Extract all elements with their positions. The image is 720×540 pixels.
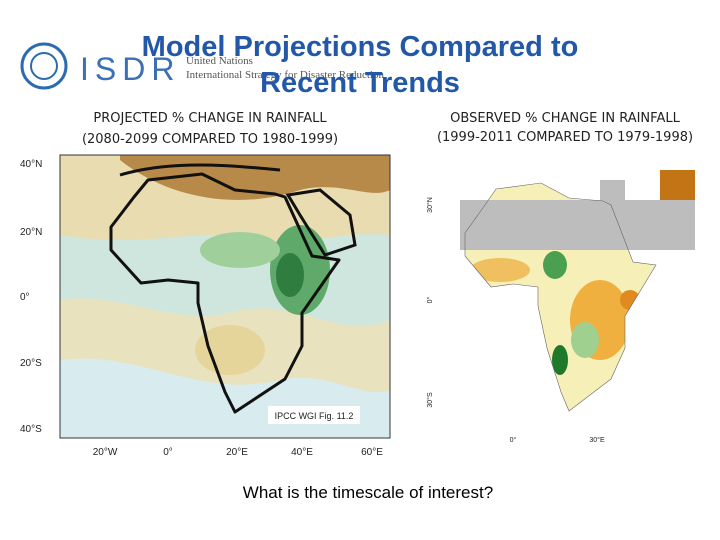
credit-box xyxy=(268,406,360,424)
lon-label: 40°E xyxy=(291,447,313,458)
lat-label: 20°N xyxy=(20,227,42,238)
caption: (1999-2011 COMPARED TO 1979-1998) xyxy=(437,130,693,145)
lon-label: 20°W xyxy=(93,447,118,458)
africa-outline xyxy=(109,172,341,414)
lon-label: 30°E xyxy=(589,436,605,444)
slide-title: Model Projections Compared to xyxy=(142,31,579,63)
slide-title: Recent Trends xyxy=(260,67,460,99)
credit: IPCC WGI Fig. 11.2 xyxy=(275,411,354,421)
logo-org: United Nations xyxy=(186,55,253,67)
right-axis-labels: 30°N 0° 30°S 0° 30°E xyxy=(426,197,605,444)
lat-label: 40°S xyxy=(20,424,42,435)
lon-label: 20°E xyxy=(226,447,248,458)
lat-label: 30°S xyxy=(426,392,434,408)
caption: OBSERVED % CHANGE IN RAINFALL xyxy=(450,111,680,126)
map-frame xyxy=(59,154,391,439)
un-emblem xyxy=(20,42,68,90)
lon-label: 0° xyxy=(510,436,517,444)
projection-map xyxy=(60,155,390,438)
logo-name: International Strategy for Disaster Redu… xyxy=(186,69,384,81)
lat-label: 20°S xyxy=(20,358,42,369)
lon-label: 60°E xyxy=(361,447,383,458)
caption: (2080-2099 COMPARED TO 1980-1999) xyxy=(82,132,338,147)
observed-map xyxy=(440,160,695,432)
lon-label: 0° xyxy=(163,447,173,458)
caption: PROJECTED % CHANGE IN RAINFALL xyxy=(93,111,327,126)
arabia-outline xyxy=(285,188,357,257)
left-axis-labels: 40°N 20°N 0° 20°S 40°S 20°W 0° 20°E 40°E 60°E xyxy=(20,159,383,458)
question: What is the timescale of interest? xyxy=(243,483,493,502)
lat-label: 0° xyxy=(426,296,434,303)
un-emblem-globe xyxy=(30,52,58,80)
lat-label: 30°N xyxy=(426,197,434,213)
logo-acronym: ISDR xyxy=(80,51,180,87)
lat-label: 40°N xyxy=(20,159,42,170)
lat-label: 0° xyxy=(20,292,30,303)
logo: ISDR United Nations International Strate… xyxy=(20,42,384,90)
europe-outline xyxy=(119,163,281,177)
